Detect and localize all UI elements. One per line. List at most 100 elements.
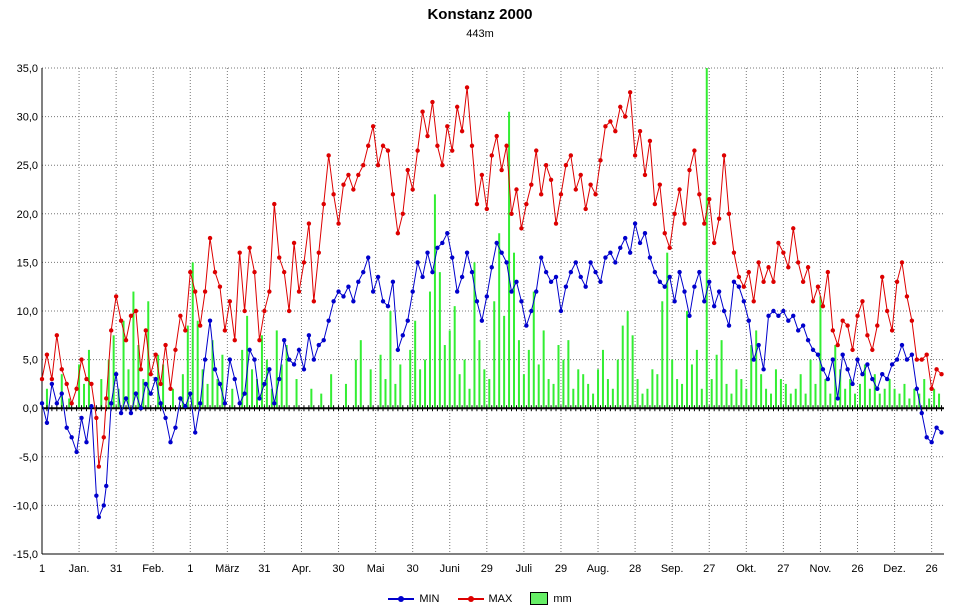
max-point [74,386,79,391]
min-point [548,279,554,285]
max-point [795,260,801,265]
min-point [217,381,223,387]
precip-bar [854,393,857,409]
min-point [889,362,895,367]
max-point [138,367,144,372]
min-point [440,240,445,246]
min-point [390,279,396,285]
max-point [445,124,450,129]
min-point [484,294,490,299]
max-point [677,187,682,192]
max-point [889,328,895,333]
x-tick-label: 26 [851,563,863,575]
x-tick-label: 29 [481,563,493,575]
precip-bar [547,379,550,409]
precip-bar [700,388,703,409]
min-point [583,284,588,289]
min-point [504,260,509,265]
min-point [642,231,648,236]
precip-bar [443,345,446,409]
precip-bar [241,349,244,409]
precip-bar [888,379,891,409]
min-point [277,376,282,382]
precip-bar [513,252,516,409]
max-point [652,201,658,207]
max-point [222,328,228,333]
min-point [800,323,806,328]
max-point [632,153,638,158]
min-point [894,357,900,362]
min-point [623,235,628,241]
precip-bar [611,388,614,409]
min-point [924,435,929,440]
min-point [716,289,722,294]
max-point [865,333,870,338]
min-point [450,255,455,260]
y-tick-label: -5,0 [19,452,38,464]
precip-bar [789,393,792,409]
min-point [39,401,45,406]
precip-bar [78,364,81,409]
max-point [163,342,168,348]
precip-bar [87,349,90,409]
max-point [820,303,826,309]
min-point [840,352,845,357]
x-tick-label: 31 [110,563,122,575]
min-point [400,333,405,338]
precip-bar [824,379,827,409]
min-point [84,440,89,445]
max-point [894,279,900,285]
min-point [346,284,351,289]
precip-bar [468,388,471,409]
min-point [553,274,559,280]
min-point [810,347,816,353]
max-point [484,206,490,212]
max-point [390,192,396,197]
precip-bar [928,398,931,409]
max-point [158,381,163,387]
min-point [489,265,494,270]
precip-bar [310,388,313,409]
precip-bar [384,379,387,409]
min-point [459,274,465,280]
max-point [44,352,50,357]
precip-bar [137,345,140,409]
min-point [618,245,623,251]
precip-bar [740,379,743,409]
max-point [840,318,845,323]
precip-bar [646,388,649,409]
min-point [682,289,687,294]
precip-bar [100,379,103,409]
max-point [776,240,781,246]
precip-bar [424,359,427,409]
min-point [919,410,924,416]
max-point [726,211,732,216]
max-point [870,347,875,353]
max-point [286,308,292,314]
precip-bar [597,369,600,409]
precip-bar [231,388,234,409]
min-point [598,279,603,285]
precip-bar [681,383,684,409]
max-point [924,352,929,357]
precip-bar [690,364,693,409]
max-point [805,265,811,270]
min-point [257,396,262,401]
max-point [193,289,198,294]
max-point [454,104,460,110]
min-point [242,391,247,396]
precip-bar [903,383,906,409]
max-point [49,376,55,382]
precip-bar [211,340,214,409]
min-point [138,406,144,411]
min-point [113,371,119,377]
max-point [281,269,287,275]
precip-bar [715,354,718,409]
max-point [929,386,934,391]
precip-bar [577,369,580,409]
precip-bar [641,393,644,409]
y-tick-label: -15,0 [13,549,38,561]
min-point [183,404,188,409]
max-point [331,192,336,197]
min-point [865,362,870,367]
